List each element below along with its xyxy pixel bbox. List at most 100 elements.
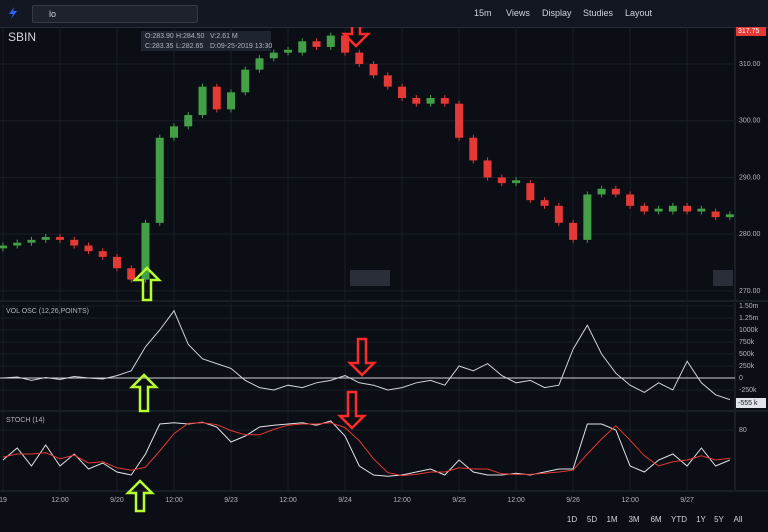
candle <box>597 188 606 195</box>
ohlc-box <box>141 31 271 51</box>
candle <box>312 41 321 47</box>
annotation-arrow <box>346 337 378 377</box>
y-tick-label: 1000k <box>739 327 759 334</box>
x-tick-label: 12:00 <box>279 497 297 504</box>
x-tick-label: 12:00 <box>621 497 639 504</box>
y-tick-label: 270.00 <box>739 288 761 295</box>
candle <box>155 137 164 223</box>
search-box[interactable]: lo <box>32 5 198 23</box>
range-button[interactable]: 3M <box>628 515 639 524</box>
last-value: -555 k <box>738 400 758 407</box>
candle <box>668 205 677 212</box>
y-tick-label: 80 <box>739 427 747 434</box>
line <box>2 420 731 477</box>
menu[interactable]: Layout <box>625 8 653 18</box>
scroll-button[interactable] <box>713 270 733 286</box>
candle <box>84 245 93 252</box>
interval[interactable]: 15m <box>474 8 492 18</box>
menu[interactable]: Views <box>506 8 530 18</box>
candle <box>583 194 592 240</box>
ohlc: D:09-25-2019 13:30 <box>210 43 272 50</box>
x-tick-label: 12:00 <box>51 497 69 504</box>
candle <box>13 242 22 246</box>
y-tick-label: 500k <box>739 351 755 358</box>
y-tick-label: 290.00 <box>739 174 761 181</box>
candle <box>341 35 350 53</box>
x-tick-label: 9/27 <box>680 497 694 504</box>
panel-title: STOCH (14) <box>6 417 45 424</box>
x-tick-label: 9/24 <box>338 497 352 504</box>
menu[interactable]: Studies <box>583 8 614 18</box>
y-tick-label: 250k <box>739 363 755 370</box>
range-button[interactable]: YTD <box>671 515 687 524</box>
y-tick-label: 280.00 <box>739 231 761 238</box>
candle <box>98 251 107 257</box>
candle <box>569 222 578 240</box>
candle <box>711 211 720 218</box>
y-tick-label: 750k <box>739 339 755 346</box>
candle <box>440 98 449 104</box>
candle <box>127 268 136 280</box>
candle <box>398 86 407 99</box>
candle <box>526 183 535 201</box>
candle <box>611 188 620 195</box>
candle <box>654 208 663 212</box>
candle <box>255 58 264 70</box>
range-button[interactable]: 1M <box>606 515 617 524</box>
annotation-arrow <box>340 27 372 48</box>
y-tick-label: 300.00 <box>739 118 761 125</box>
last-value: 317.75 <box>738 28 760 35</box>
candle <box>497 177 506 184</box>
y-tick-label: 1.50m <box>739 303 759 310</box>
candle <box>540 200 549 206</box>
range-button[interactable]: All <box>734 515 743 524</box>
candle <box>426 98 435 104</box>
x-tick-label: 19 <box>0 497 7 504</box>
annotation-arrow <box>124 479 156 513</box>
ohlc: H:284.50 <box>176 33 205 40</box>
candle <box>27 239 36 243</box>
menu[interactable]: Display <box>542 8 572 18</box>
candle <box>112 256 121 269</box>
y-tick-label: 1.25m <box>739 315 759 322</box>
x-tick-label: 9/20 <box>110 497 124 504</box>
line <box>2 309 731 401</box>
toolbar: lo 15m Views Display Studies Layout <box>0 0 768 28</box>
candle <box>355 52 364 64</box>
last-value-box <box>736 398 766 408</box>
x-tick-label: 12:00 <box>507 497 525 504</box>
range-button[interactable]: 5Y <box>714 515 724 524</box>
ohlc: V:2.61 M <box>210 33 238 40</box>
y-tick-label: 310.00 <box>739 61 761 68</box>
range-button[interactable]: 1Y <box>696 515 706 524</box>
candle <box>725 214 734 218</box>
last-value-box <box>736 27 766 36</box>
candle <box>683 205 692 212</box>
y-tick-label: 0 <box>739 375 743 382</box>
candle <box>0 245 7 249</box>
candle <box>198 86 207 116</box>
candle <box>70 239 79 246</box>
candle <box>326 35 335 47</box>
candle <box>469 137 478 161</box>
panel-title: SBIN <box>8 30 36 44</box>
range-button[interactable]: 5D <box>587 515 597 524</box>
x-tick-label: 12:00 <box>393 497 411 504</box>
search-text[interactable]: lo <box>49 9 57 19</box>
candle <box>455 103 464 138</box>
range-button[interactable]: 6M <box>650 515 661 524</box>
candle <box>55 237 64 240</box>
candle <box>298 41 307 53</box>
logo <box>9 7 17 19</box>
candle <box>241 69 250 93</box>
x-tick-label: 9/26 <box>566 497 580 504</box>
candle <box>512 180 521 184</box>
annotation-arrow <box>131 266 163 302</box>
candle <box>369 63 378 76</box>
zoom-control[interactable] <box>350 270 390 286</box>
x-tick-label: 12:00 <box>165 497 183 504</box>
range-button[interactable]: 1D <box>567 515 577 524</box>
candle <box>412 98 421 104</box>
annotation-arrow <box>336 390 368 430</box>
